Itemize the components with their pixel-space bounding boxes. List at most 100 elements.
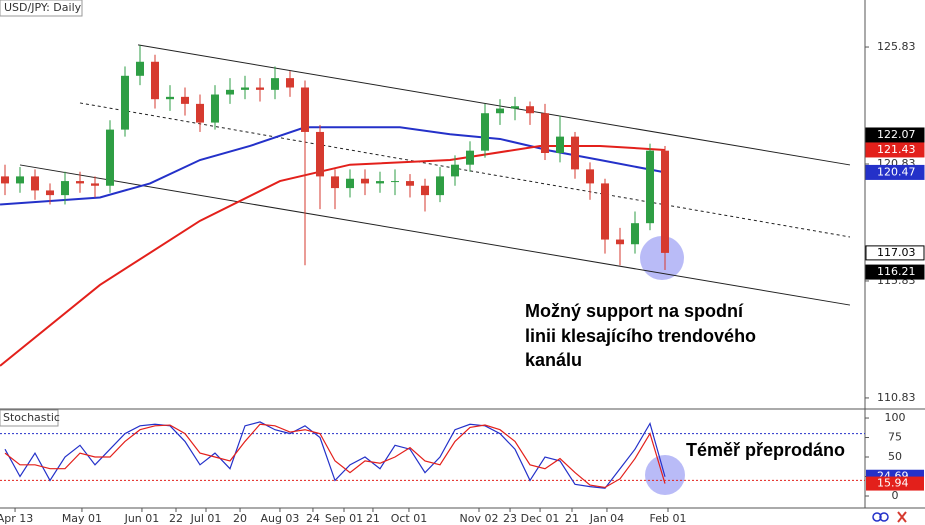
candle-body	[90, 183, 99, 186]
price-label-box	[865, 164, 925, 180]
candle-body	[436, 176, 445, 196]
candle-body	[511, 106, 520, 109]
candle-body	[150, 61, 159, 100]
candle-body	[285, 78, 294, 88]
x-tick-label: Dec 01	[521, 512, 560, 525]
x-tick-label: Jul 01	[190, 512, 222, 525]
price-label-box	[865, 127, 925, 143]
candle-body	[165, 96, 174, 100]
price-label-box	[865, 245, 925, 261]
x-tick-label: Aug 03	[260, 512, 299, 525]
x-tick-label: May 01	[62, 512, 102, 525]
candle-body	[661, 150, 670, 253]
stoch-title: Stochastic	[3, 411, 60, 424]
candle-body	[255, 87, 264, 90]
stoch-value-box	[866, 476, 924, 491]
y-tick-label: 110.83	[877, 391, 916, 404]
price-label-box	[865, 264, 925, 280]
x-tick-label: 23	[503, 512, 517, 525]
candle-body	[270, 78, 279, 90]
candle-body	[586, 169, 595, 184]
x-tick-label: 22	[169, 512, 183, 525]
candle-body	[541, 113, 550, 153]
stoch-title-box	[0, 409, 59, 427]
link-icon[interactable]	[879, 512, 889, 522]
toolbar-icons[interactable]	[872, 511, 907, 523]
candle-body	[75, 181, 84, 184]
price-label-box	[865, 142, 925, 158]
candle-body	[451, 164, 460, 177]
x-tick-label: 24	[306, 512, 320, 525]
y-tick-label: 125.83	[877, 40, 916, 53]
stoch-y-tick-label: 75	[888, 431, 902, 444]
price-label: 121.43	[877, 143, 916, 156]
annotation: Možný support na spodní	[525, 301, 744, 321]
candle-body	[390, 181, 399, 183]
candle-body	[466, 150, 475, 165]
x-tick-label: Nov 02	[460, 512, 499, 525]
highlight-circle	[640, 236, 684, 280]
annotation: kanálu	[525, 350, 582, 370]
candle-body	[571, 136, 580, 170]
price-label: 116.21	[877, 265, 916, 278]
candle-body	[631, 223, 640, 245]
candle-body	[360, 178, 369, 184]
candle-body	[481, 113, 490, 151]
candle-body	[601, 183, 610, 240]
candle-body	[30, 176, 39, 191]
candle-body	[420, 185, 429, 196]
candle-body	[616, 239, 625, 245]
stoch-y-tick-label: 50	[888, 450, 902, 463]
candle-body	[330, 176, 339, 189]
candle-body	[526, 106, 535, 114]
x-tick-label: Apr 13	[0, 512, 33, 525]
candle-body	[45, 190, 54, 196]
x-tick-label: 21	[366, 512, 380, 525]
x-tick-label: Jan 04	[589, 512, 624, 525]
x-tick-label: Feb 01	[650, 512, 687, 525]
price-label: 117.03	[877, 246, 916, 259]
candle-body	[375, 181, 384, 184]
annotation: linii klesajícího trendového	[525, 326, 756, 346]
candle-body	[120, 75, 129, 130]
candle-body	[405, 181, 414, 186]
title-box	[0, 0, 83, 17]
price-label: 120.47	[877, 165, 916, 178]
candle-body	[646, 150, 655, 224]
channel-line	[79, 102, 851, 238]
stoch-line	[4, 423, 666, 489]
candle-body	[0, 176, 9, 184]
candle-body	[556, 136, 565, 153]
candle-body	[225, 89, 234, 95]
stoch-y-tick-label: 100	[885, 411, 906, 424]
candle-body	[135, 61, 144, 76]
stoch-value-label: 15.94	[877, 477, 909, 490]
channel-line	[137, 44, 851, 166]
candle-body	[210, 94, 219, 123]
x-tick-label: Jun 01	[124, 512, 160, 525]
close-icon[interactable]	[897, 511, 907, 523]
moving-average	[0, 126, 666, 206]
stoch-y-tick-label: 0	[892, 489, 899, 502]
candle-body	[345, 178, 354, 189]
candle-body	[240, 87, 249, 90]
candle-body	[195, 103, 204, 123]
moving-average	[0, 144, 666, 367]
x-tick-label: Oct 01	[391, 512, 428, 525]
chart-title: USD/JPY: Daily	[4, 1, 82, 14]
x-tick-label: Sep 01	[325, 512, 363, 525]
candle-body	[315, 131, 324, 177]
candle-body	[15, 176, 24, 184]
candle-body	[180, 96, 189, 104]
candle-body	[300, 87, 309, 132]
price-label: 122.07	[877, 128, 916, 141]
candle-body	[60, 181, 69, 196]
channel-line	[19, 164, 851, 306]
x-tick-label: 20	[233, 512, 247, 525]
stoch-annotation: Téměř přeprodáno	[686, 440, 845, 460]
candle-body	[105, 129, 114, 186]
x-tick-label: 21	[565, 512, 579, 525]
link-icon[interactable]	[872, 512, 882, 522]
